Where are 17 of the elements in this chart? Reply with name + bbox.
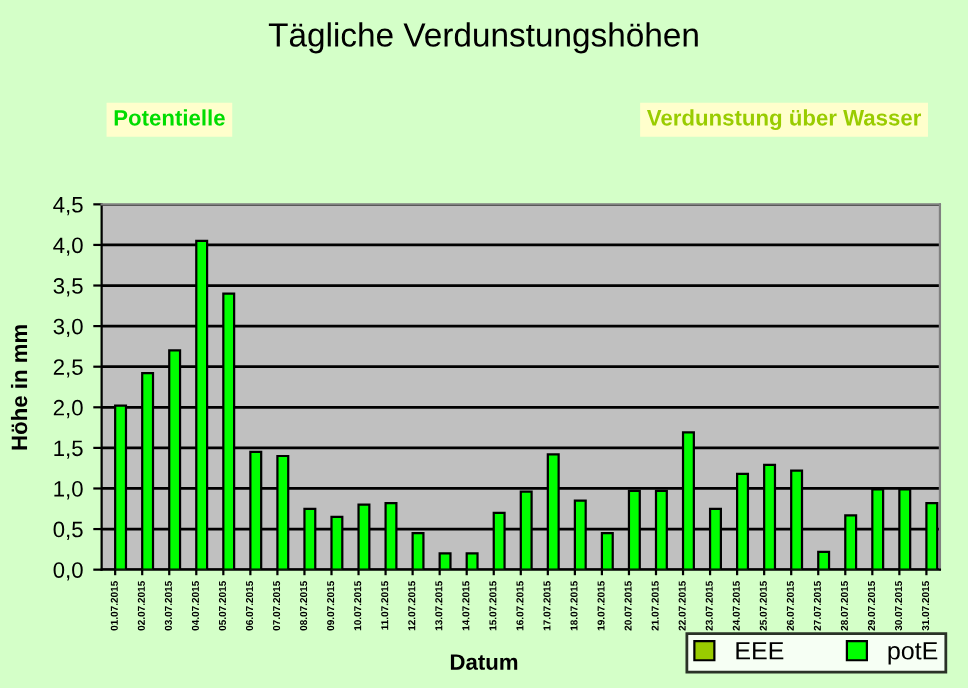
y-axis-title: Höhe in mm: [10, 325, 28, 450]
y-tick-label: 0,5: [53, 521, 83, 540]
y-tick-label: 2,5: [53, 359, 83, 378]
text: Verdunstung über Wasser: [646, 109, 922, 131]
y-tick-label: 4,0: [53, 237, 83, 256]
y-tick-label: 1,0: [54, 481, 83, 500]
y-tick-label: 2,0: [53, 399, 83, 419]
y-tick-label: 4,5: [53, 197, 83, 216]
chart-title: Tägliche Verdunstungshöhen: [268, 22, 698, 54]
y-tick-label: 1,5: [54, 440, 83, 459]
legend-label: EEE: [736, 642, 784, 660]
y-tick-label: 3,5: [53, 278, 83, 297]
x-axis-title: Datum: [450, 654, 518, 670]
legend-label: potE: [888, 642, 938, 665]
y-tick-label: 0,0: [53, 562, 83, 581]
y-tick-label: 3,0: [53, 318, 83, 338]
text: Potentielle: [114, 109, 225, 126]
